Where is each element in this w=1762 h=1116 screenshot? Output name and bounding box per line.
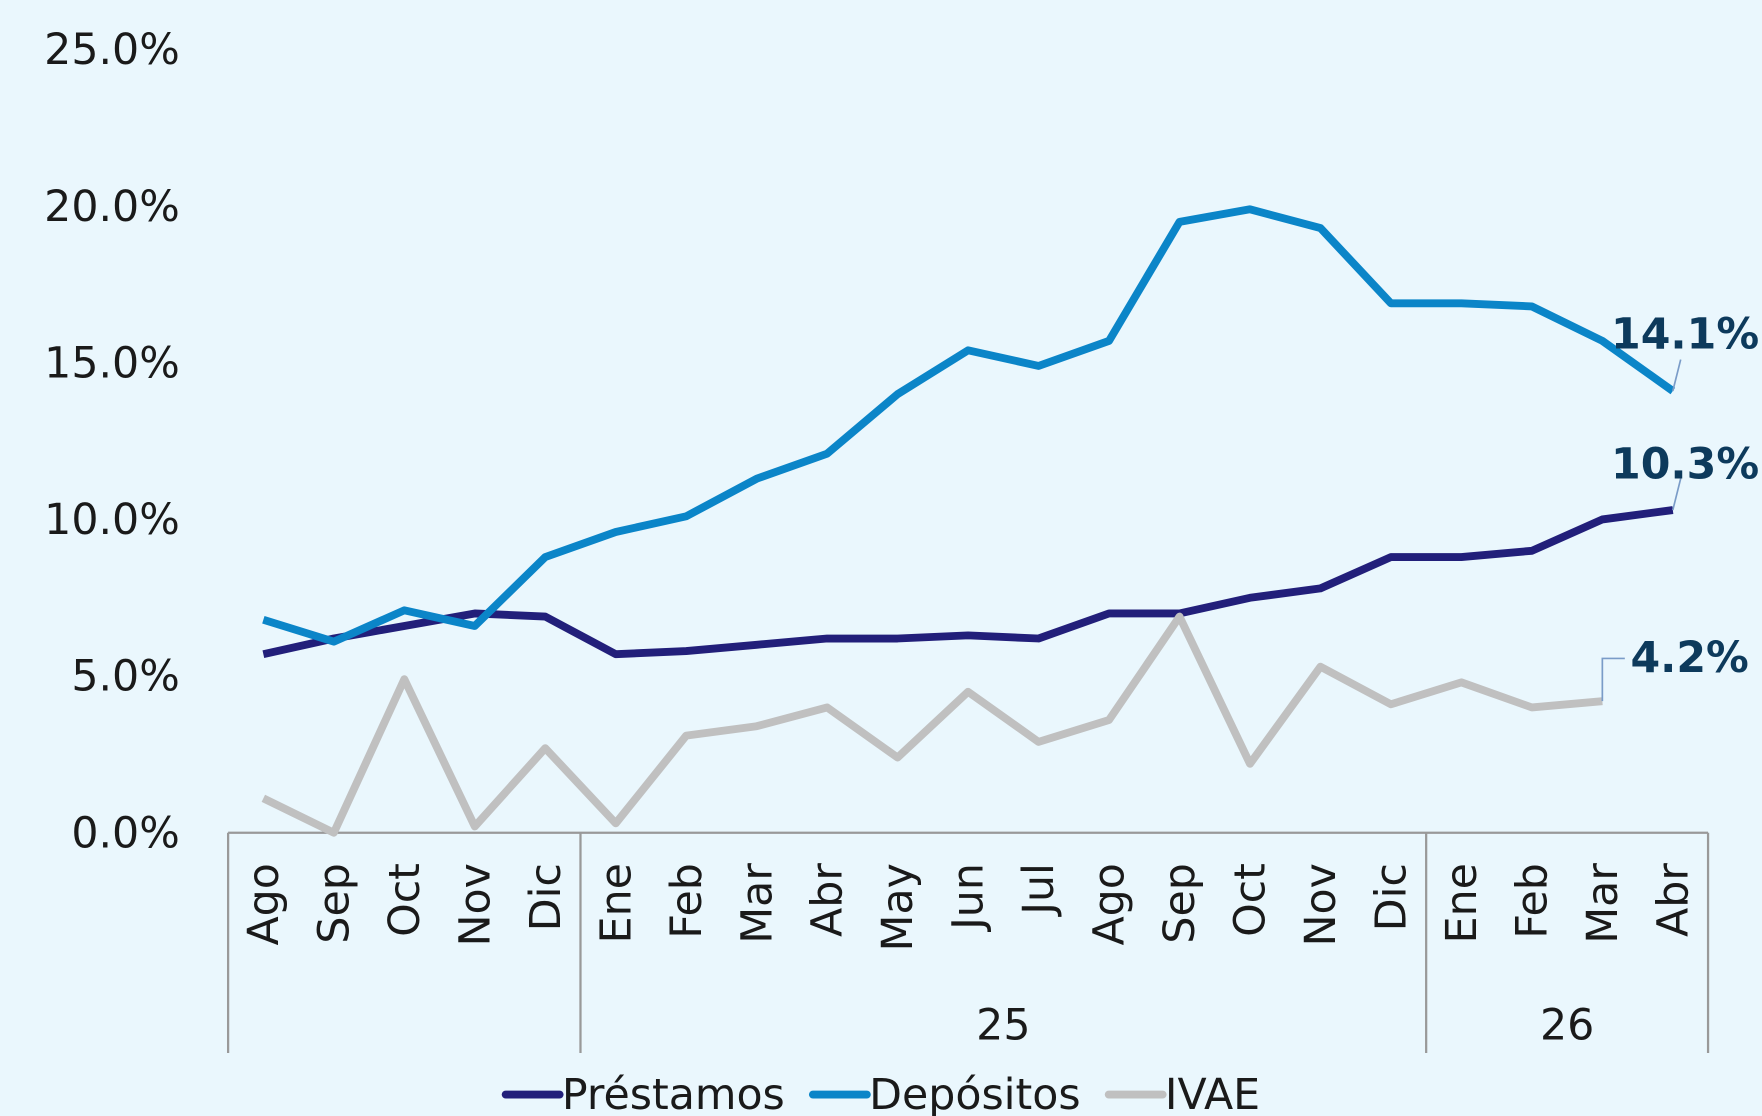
x-tick-label: Sep	[309, 863, 359, 943]
x-tick-label: Oct	[1226, 863, 1276, 937]
x-tick-label: Mar	[1578, 863, 1628, 944]
legend-label: Préstamos	[562, 1070, 785, 1116]
x-tick-label: Ago	[1085, 863, 1135, 945]
x-tick-label: Dic	[1367, 863, 1417, 931]
x-tick-label: Ene	[1437, 863, 1487, 943]
x-tick-label: Abr	[1648, 863, 1698, 937]
legend-label: Depósitos	[869, 1070, 1081, 1116]
y-tick-label: 5.0%	[71, 652, 179, 702]
data-label: 10.3%	[1611, 440, 1759, 490]
legend-label: IVAE	[1165, 1070, 1260, 1116]
x-tick-label: Oct	[380, 863, 430, 937]
x-tick-label: Jun	[944, 863, 994, 933]
x-tick-label: Sep	[1155, 863, 1205, 943]
y-tick-label: 0.0%	[71, 808, 179, 858]
x-group-label: 25	[976, 1001, 1030, 1051]
y-tick-label: 25.0%	[44, 25, 180, 75]
y-tick-label: 10.0%	[44, 495, 180, 545]
data-label: 4.2%	[1630, 633, 1748, 683]
series-line	[262, 506, 1674, 659]
x-tick-label: Abr	[803, 863, 853, 937]
x-tick-label: Ago	[239, 863, 289, 945]
x-tick-label: Nov	[1296, 863, 1346, 946]
x-tick-label: Nov	[450, 863, 500, 946]
x-tick-label: Dic	[521, 863, 571, 931]
x-tick-label: Ene	[591, 863, 641, 943]
y-tick-label: 15.0%	[44, 338, 180, 388]
x-tick-label: Jul	[1014, 863, 1064, 918]
x-group-label: 26	[1540, 1001, 1594, 1051]
y-tick-label: 20.0%	[44, 182, 180, 232]
leader-line	[1672, 359, 1682, 392]
x-tick-label: Feb	[662, 863, 712, 939]
x-tick-label: Mar	[732, 863, 782, 944]
leader-line	[1672, 478, 1682, 511]
x-tick-label: May	[873, 863, 923, 951]
leader-line	[1601, 657, 1625, 702]
series-line	[262, 205, 1676, 646]
series-line	[261, 612, 1603, 837]
data-label: 14.1%	[1611, 309, 1759, 359]
x-tick-label: Feb	[1507, 863, 1557, 939]
